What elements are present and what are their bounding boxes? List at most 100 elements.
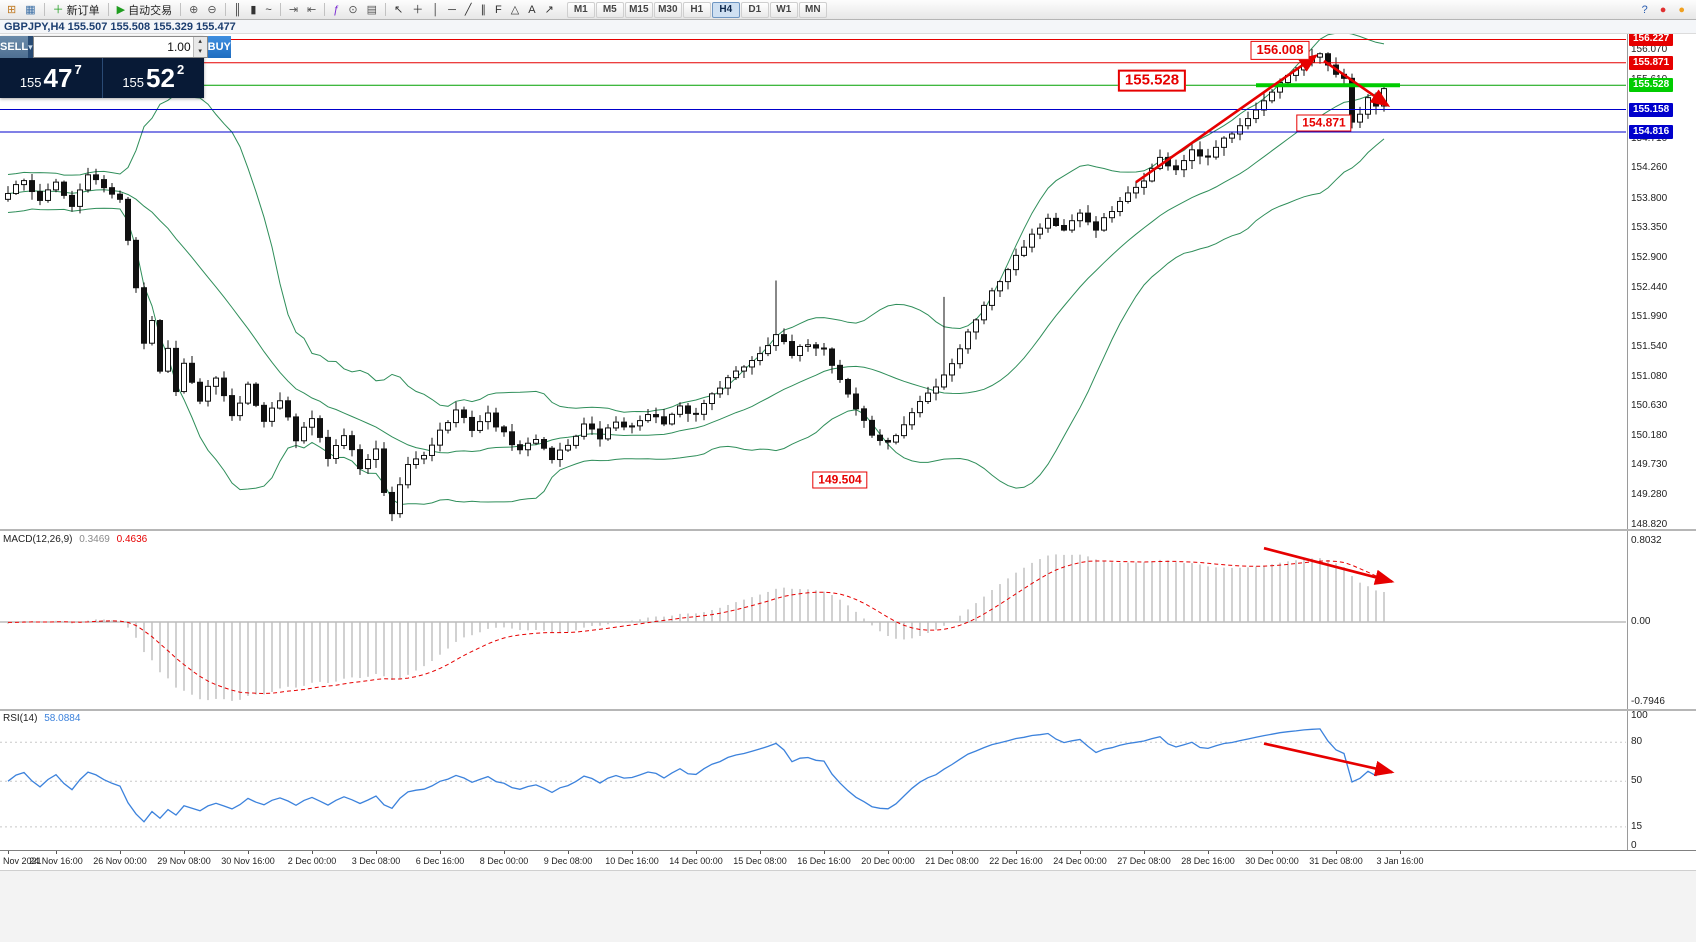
timeframe-W1[interactable]: W1 [769,1,798,18]
buy-price-button[interactable]: 155 52 2 [103,58,205,98]
time-axis-label: 24 Nov 16:00 [29,856,83,866]
trendline-button[interactable]: ╱ [461,0,476,19]
time-axis-label: 29 Nov 08:00 [157,856,211,866]
auto-trading-button[interactable]: ▶ 自动交易 [113,0,176,19]
periods-button[interactable]: ⊙ [344,0,361,19]
zoom-out-button[interactable]: ⊖ [203,0,220,19]
price-pane[interactable] [0,34,1696,529]
axis-price-marker[interactable]: 156.227 [1629,32,1674,47]
rsi-pane[interactable] [0,711,1696,850]
timeframe-M1[interactable]: M1 [566,1,595,18]
axis-tick-label: 100 [1631,710,1648,722]
sell-button[interactable]: SELL [0,36,29,58]
axis-tick-label: 50 [1631,775,1643,787]
text-button[interactable]: A [524,0,539,19]
rsi-name: RSI(14) [3,713,38,724]
timeframe-D1[interactable]: D1 [740,1,769,18]
buy-button[interactable]: BUY [207,36,231,58]
time-axis-tick [312,851,313,854]
axis-tick-label: 151.540 [1631,340,1668,352]
time-axis[interactable]: Nov 2021 24 Nov 16:00 26 Nov 00:00 29 Nov 0… [0,850,1696,870]
channel-button[interactable]: ∥ [477,0,491,19]
help-button[interactable]: ? [1638,0,1652,19]
fibonacci-button[interactable]: F [491,0,506,19]
volume-increase-button[interactable]: ▴ [193,37,207,47]
time-axis-tick [632,851,633,854]
axis-tick-label: 154.260 [1631,162,1668,174]
timeframe-M5[interactable]: M5 [595,1,624,18]
time-axis-label: 20 Dec 00:00 [861,856,915,866]
axis-tick-label: 15 [1631,820,1643,832]
new-order-button[interactable]: ＋新订单 [49,0,104,19]
axis-tick-label: 151.990 [1631,311,1668,323]
arrows-button[interactable]: ↗ [541,0,558,19]
sell-price-button[interactable]: 155 47 7 [0,58,102,98]
horizontal-line-button[interactable]: ─ [444,0,460,19]
timeframe-H4[interactable]: H4 [711,1,740,18]
cursor-button[interactable]: ↖ [390,0,407,19]
axis-tick-label: 0.00 [1631,616,1651,628]
indicators-button[interactable]: ƒ [329,0,343,19]
time-axis-tick [696,851,697,854]
timeframe-MN[interactable]: MN [798,1,827,18]
time-axis-tick [8,851,9,854]
volume-decrease-button[interactable]: ▾ [193,47,207,57]
price-annotation-155.528[interactable]: 155.528 [1117,69,1187,92]
axis-price-marker[interactable]: 155.528 [1629,78,1674,93]
price-annotation-149.504[interactable]: 149.504 [812,471,868,489]
trend-arrow-price[interactable] [1135,54,1319,184]
shapes-button[interactable]: △ [507,0,523,19]
timeframe-M15[interactable]: M15 [624,1,653,18]
new-chart-button[interactable]: ⊞ [3,0,20,19]
axis-price-marker[interactable]: 155.871 [1629,55,1674,70]
pane-separator[interactable] [0,529,1696,531]
timeframe-M30[interactable]: M30 [653,1,682,18]
volume-input[interactable] [33,37,193,57]
chart-shift-button[interactable]: ⇤ [303,0,320,19]
price-axis[interactable]: 156.070155.610154.710154.260153.800153.3… [1627,20,1696,870]
toolbar-separator [385,3,387,16]
trade-panel-dropdown[interactable]: ▾ [28,36,33,58]
bar-chart-button[interactable]: ║ [230,0,246,19]
axis-price-marker[interactable]: 155.158 [1629,102,1674,117]
crosshair-button[interactable]: ＋ [408,0,427,19]
profiles-button[interactable]: ▦ [21,0,39,19]
line-chart-button[interactable]: ~ [261,0,275,19]
bar-chart-icon: ║ [233,3,242,16]
toolbar: ⊞ ▦ ＋新订单 ▶ 自动交易 ⊕ ⊖ ║ ▮ ~ ⇥ ⇤ ƒ ⊙ ▤ ↖ ＋ │ ─ ╱ ∥ F △ A ↗ M1 M5 M15 M3… [0,0,1696,20]
time-axis-label: 30 Nov 16:00 [221,856,275,866]
bollinger-middle-band [7,90,1385,454]
candlestick-chart-button[interactable]: ▮ [246,0,260,19]
timeframe-H1[interactable]: H1 [682,1,711,18]
rsi-pane-graphics [0,728,1626,828]
auto-scroll-button[interactable]: ⇥ [285,0,302,19]
time-axis-tick [888,851,889,854]
axis-tick-label: 149.280 [1631,488,1668,500]
axis-tick-label: 148.820 [1631,519,1668,531]
templates-button[interactable]: ▤ [363,0,381,19]
price-annotation-154.871[interactable]: 154.871 [1296,114,1352,132]
trendline-icon: ╱ [464,3,472,16]
auto-scroll-icon: ⇥ [288,3,299,16]
time-axis-tick [120,851,121,854]
time-axis-label: 3 Jan 16:00 [1376,856,1424,866]
new-chart-icon: ⊞ [7,3,17,16]
trend-arrow-price[interactable] [1323,59,1391,107]
alerts-button[interactable]: ● [1656,0,1671,19]
time-axis-tick [248,851,249,854]
zoom-in-button[interactable]: ⊕ [185,0,202,19]
time-axis-label: 9 Dec 08:00 [543,856,593,866]
pane-separator[interactable] [0,709,1696,711]
price-pane-graphics [5,34,1387,522]
axis-price-marker[interactable]: 154.816 [1629,124,1674,139]
vertical-line-button[interactable]: │ [428,0,443,19]
volume-field: ▴ ▾ [32,36,208,58]
community-button[interactable]: ● [1674,0,1689,19]
trend-arrow-macd[interactable] [1263,546,1395,585]
axis-tick-label: 80 [1631,736,1643,748]
price-annotation-156.008[interactable]: 156.008 [1250,41,1310,60]
trade-panel-divider [101,58,103,98]
trend-arrow-rsi[interactable] [1263,742,1395,777]
